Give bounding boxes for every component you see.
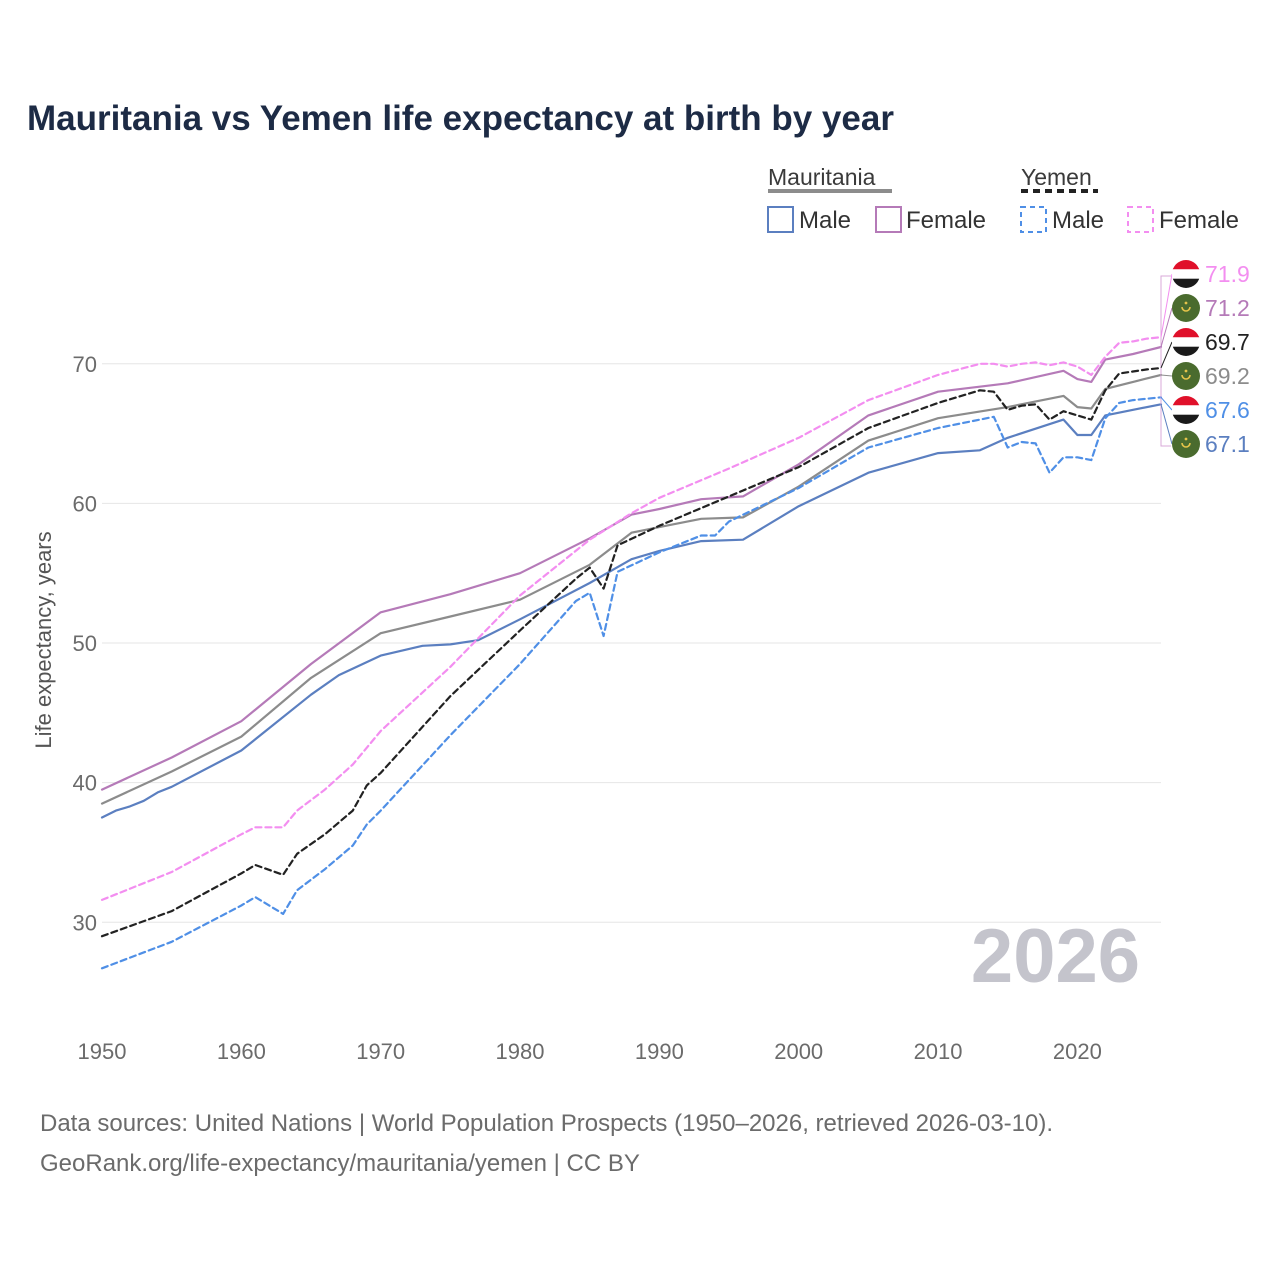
x-tick-label: 2020 [1053, 1039, 1102, 1064]
legend-mauritania-female[interactable]: Female [906, 207, 986, 234]
legend-yemen-male[interactable]: Male [1052, 207, 1104, 234]
legend-yemen-female[interactable]: Female [1159, 207, 1239, 234]
y-tick-label: 50 [73, 631, 97, 656]
end-label-connector [1160, 404, 1173, 445]
yemen-flag-icon [1172, 396, 1200, 424]
series-line-yemen-female [100, 336, 1163, 902]
mauritania-flag-icon [1172, 362, 1200, 390]
series-line-mauritania-male [100, 403, 1163, 819]
series-line-mauritania-female [100, 345, 1163, 791]
series-lines [100, 336, 1163, 970]
x-tick-label: 2010 [914, 1039, 963, 1064]
series-line-mauritania-total [100, 373, 1163, 805]
end-label-connector [1160, 307, 1173, 348]
end-label-value: 69.7 [1205, 329, 1250, 355]
end-label-connector [1160, 374, 1173, 377]
end-label-bracket [1160, 275, 1171, 447]
y-tick-label: 70 [73, 352, 97, 377]
series-line-yemen-total [100, 366, 1163, 938]
x-tick-label: 2000 [774, 1039, 823, 1064]
x-tick-label: 1990 [635, 1039, 684, 1064]
end-label-connector [1160, 341, 1173, 369]
end-label-connector [1160, 396, 1173, 411]
y-ticks: 30 40 50 60 70 [73, 352, 97, 935]
end-label-value: 67.6 [1205, 397, 1250, 423]
y-tick-label: 60 [73, 491, 97, 516]
mauritania-flag-icon [1172, 294, 1200, 322]
legend-mauritania-male[interactable]: Male [799, 207, 851, 234]
yemen-flag-icon [1172, 260, 1200, 288]
grid [102, 363, 1161, 923]
end-label-value: 71.2 [1205, 295, 1250, 321]
legend-mauritania-female-swatch[interactable] [875, 206, 902, 233]
legend-mauritania-male-swatch[interactable] [767, 206, 794, 233]
x-tick-label: 1950 [78, 1039, 127, 1064]
end-label-value: 69.2 [1205, 363, 1250, 389]
x-tick-label: 1980 [496, 1039, 545, 1064]
x-tick-label: 1960 [217, 1039, 266, 1064]
y-tick-label: 40 [73, 771, 97, 796]
legend-group-mauritania: Mauritania [768, 164, 876, 190]
series-line-yemen-male [100, 396, 1163, 970]
legend-yemen-female-swatch[interactable] [1127, 206, 1154, 233]
source-line-2[interactable]: GeoRank.org/life-expectancy/mauritania/y… [40, 1150, 640, 1177]
y-tick-label: 30 [73, 910, 97, 935]
chart-title: Mauritania vs Yemen life expectancy at b… [27, 99, 894, 138]
mauritania-flag-icon [1172, 430, 1200, 458]
end-label-connector [1160, 273, 1173, 338]
legend-yemen-male-swatch[interactable] [1020, 206, 1047, 233]
y-axis-label: Life expectancy, years [31, 531, 56, 748]
end-labels: 71.9 71.2 69.7 69.2 67.6 67.1 [1160, 260, 1250, 458]
legend-group-yemen: Yemen [1021, 164, 1092, 190]
end-label-value: 67.1 [1205, 431, 1250, 457]
yemen-flag-icon [1172, 328, 1200, 356]
current-year-label: 2026 [971, 914, 1140, 999]
end-label-value: 71.9 [1205, 261, 1250, 287]
source-line-1: Data sources: United Nations | World Pop… [40, 1110, 1053, 1137]
x-tick-label: 1970 [356, 1039, 405, 1064]
x-ticks: 1950 1960 1970 1980 1990 2000 2010 2020 [78, 1039, 1102, 1064]
legend: Mauritania Male Female Yemen Male Female [767, 164, 1239, 234]
